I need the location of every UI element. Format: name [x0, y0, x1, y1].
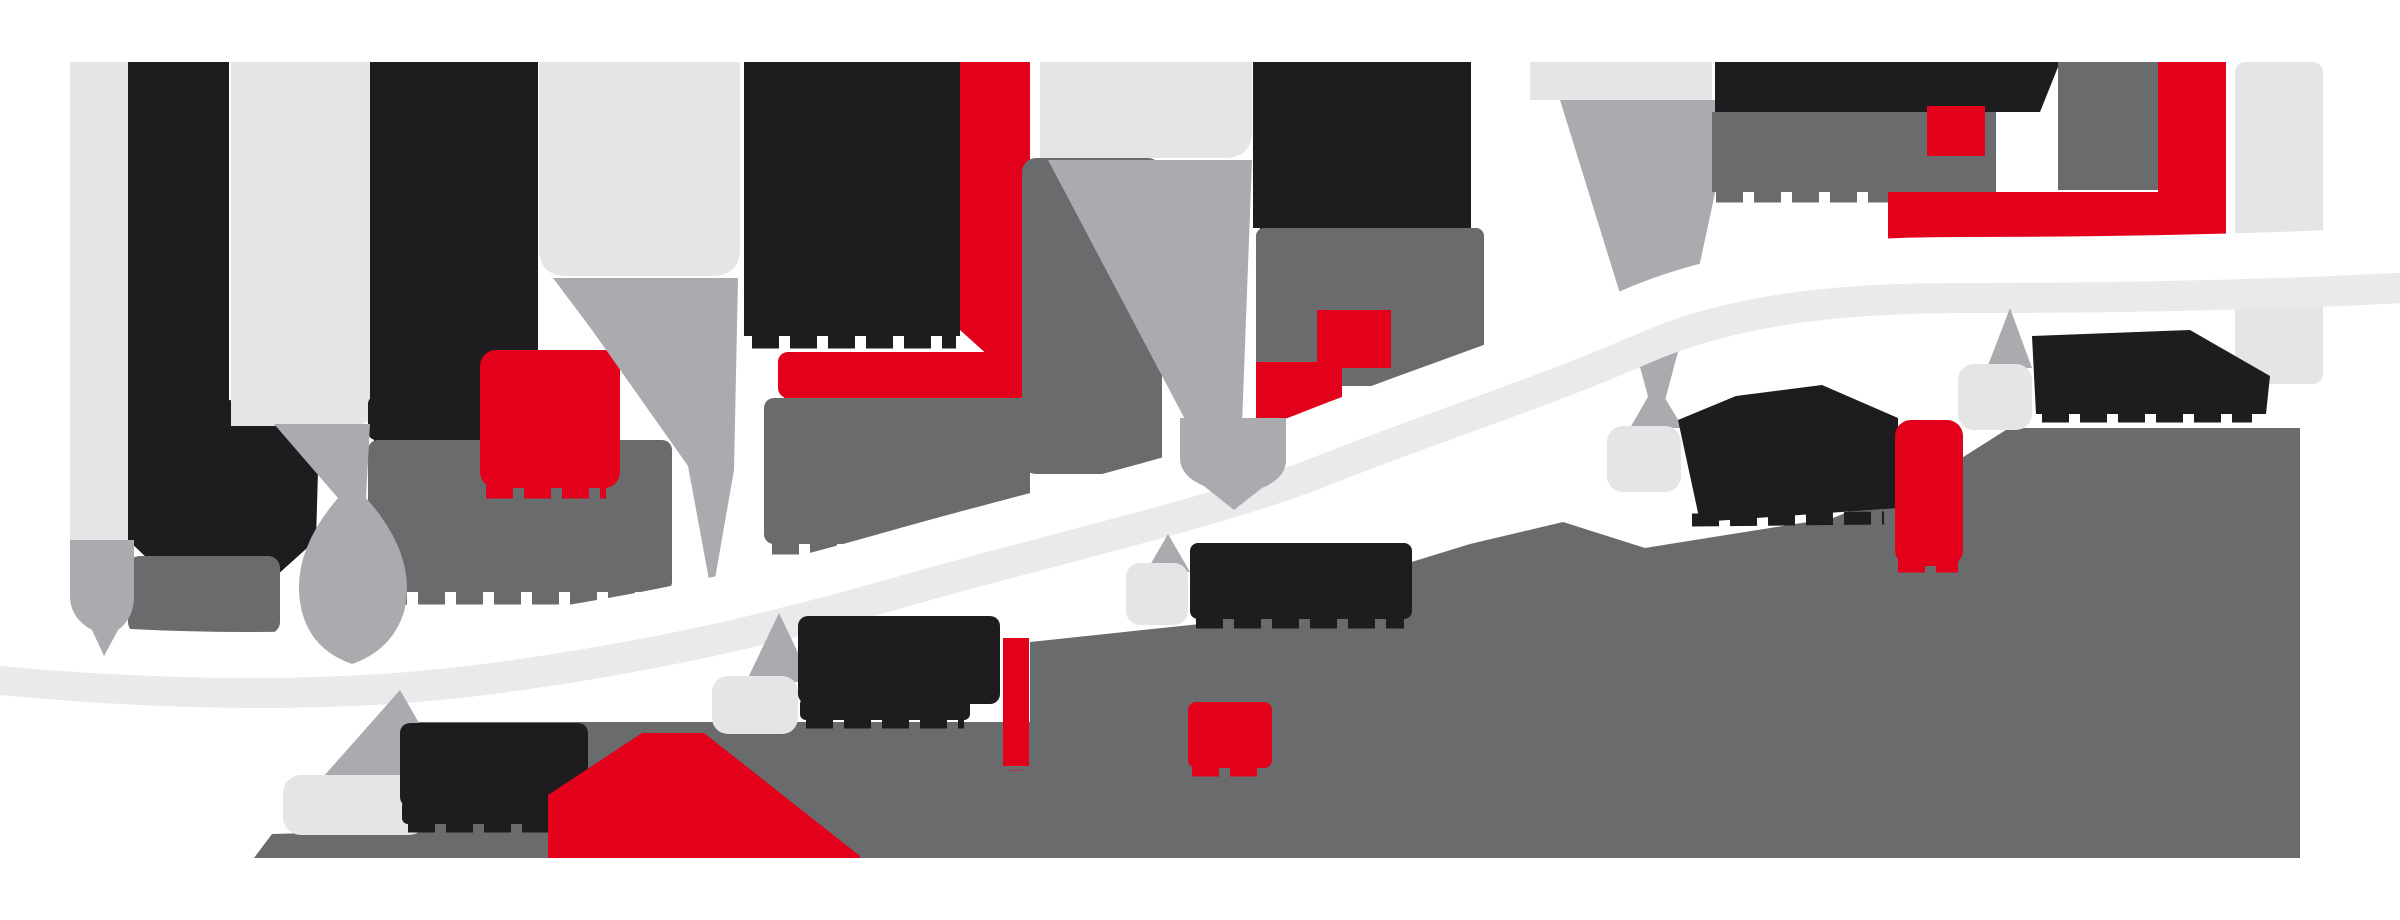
red-accent-block-4a	[1317, 310, 1391, 368]
darkgray-text-blob-1	[128, 556, 280, 634]
red-vertical-bar-9	[1003, 638, 1029, 766]
giant-bar-lightgray-1	[70, 62, 128, 546]
darkgray-paragraph-blob-4	[1256, 228, 1484, 386]
red-wedge-8	[548, 733, 860, 858]
giant-bar-black-3	[744, 62, 960, 336]
funnel-pin-5	[1560, 100, 1735, 430]
road-surface	[0, 226, 2400, 679]
red-giant-blob-2	[480, 350, 620, 488]
road-shadow-band	[0, 257, 2400, 709]
lightgray-block-6	[1607, 426, 1681, 492]
black-heading-blob-7	[2032, 330, 2270, 414]
balloon-funnel-pin-2	[274, 424, 407, 664]
balloon-pin-4	[1180, 418, 1286, 510]
lightgray-block-9	[712, 676, 798, 734]
red-ribbon-3	[960, 62, 1030, 396]
black-heading-blob-4	[1253, 62, 1471, 228]
black-rows-blob-9	[800, 698, 970, 720]
giant-bar-lightgray-2	[231, 62, 377, 426]
black-heading-blob-9	[798, 616, 1000, 704]
greeked-text-fray	[1691, 511, 1885, 527]
pin-triangle-10	[1146, 534, 1190, 572]
lightgray-block-10	[1126, 563, 1188, 625]
giant-bar-black-2	[370, 62, 538, 402]
black-heading-blob-5	[1715, 62, 2060, 112]
red-accent-block-10	[1188, 702, 1272, 768]
pin-triangle-7	[1987, 308, 2032, 368]
giant-bar-black-1	[128, 62, 229, 404]
pin-triangle-6	[1630, 383, 1683, 428]
black-rows-blob-8	[402, 800, 562, 824]
lightgray-block-7	[1958, 364, 2032, 430]
gray-mass-bottom-right	[1030, 428, 2300, 858]
red-giant-blob-6	[1895, 420, 1963, 566]
darkgray-block-5	[2058, 62, 2162, 190]
giant-bar-lightgray-3	[539, 62, 740, 276]
balloon-pin-1	[70, 540, 134, 656]
black-heading-blob-6	[1678, 385, 1898, 522]
pin-triangle-9	[746, 613, 812, 682]
red-l-ribbon-5	[1888, 62, 2226, 250]
darkgray-paragraph-blob-3	[764, 398, 1030, 544]
lightgray-band-5	[1530, 62, 1712, 100]
red-accent-block-5	[1927, 106, 1985, 156]
black-heading-blob-10	[1190, 543, 1412, 619]
funnel-pin-4	[1048, 160, 1252, 425]
red-text-row-3	[778, 352, 1030, 398]
black-heading-blob-8	[400, 723, 588, 807]
funnel-pin-3	[553, 278, 738, 596]
lightgray-block-4	[1040, 62, 1252, 158]
lightgray-block-8	[283, 775, 427, 835]
black-text-blob-1	[128, 398, 320, 594]
lightgray-edge-bar	[2235, 62, 2323, 384]
